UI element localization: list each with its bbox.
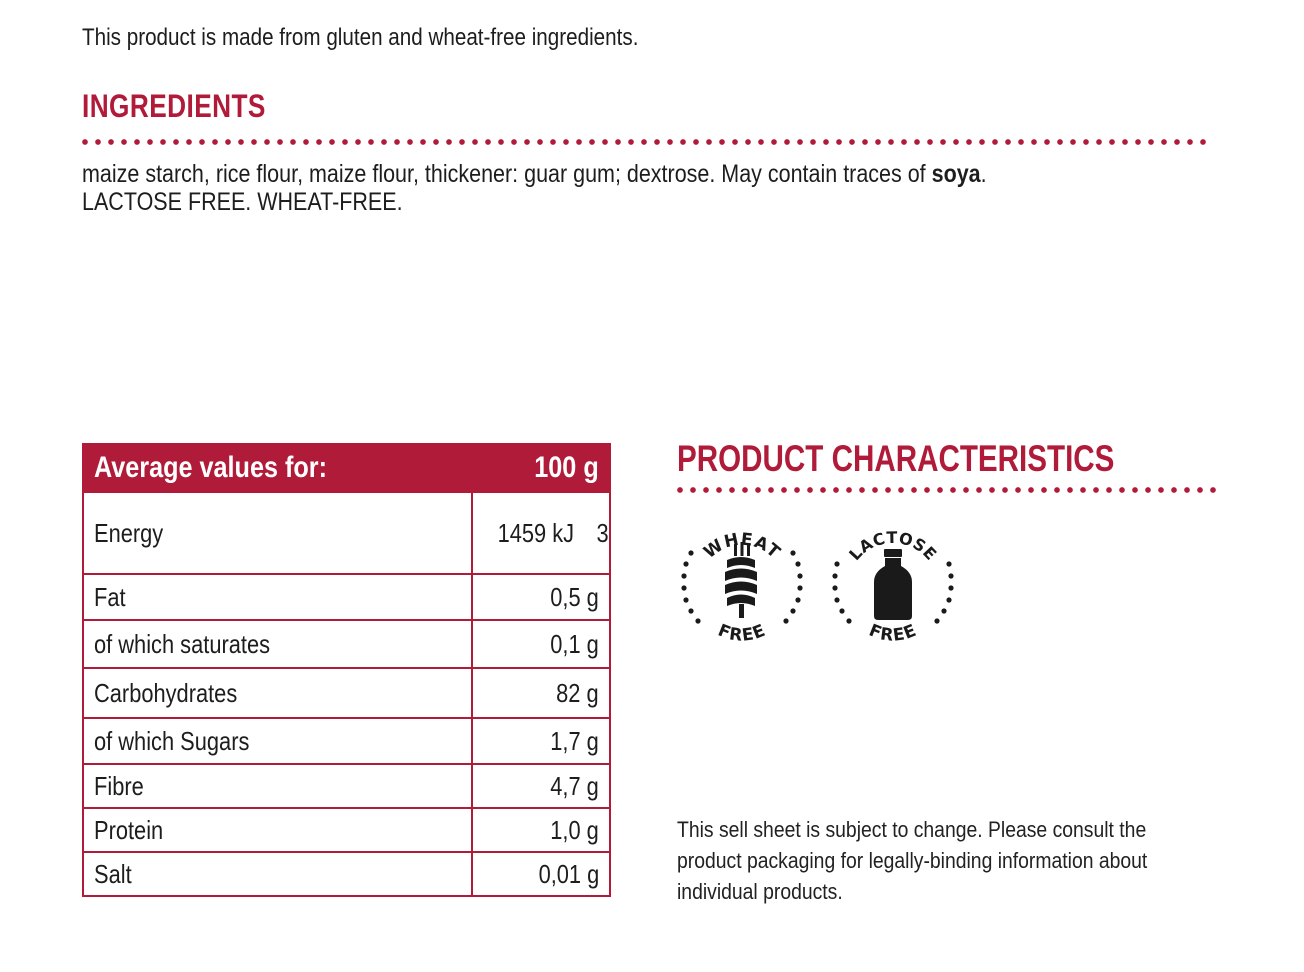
disclaimer-line: product packaging for legally-binding in…	[677, 848, 1148, 873]
disclaimer-line: This sell sheet is subject to change. Pl…	[677, 817, 1147, 842]
nutrient-value: 0,5 g	[471, 573, 611, 621]
ingredients-line-2: LACTOSE FREE. WHEAT-FREE.	[82, 188, 403, 216]
ingredients-period: .	[980, 160, 987, 188]
ingredients-list: maize starch, rice flour, maize flour, t…	[82, 160, 932, 188]
disclaimer-line: individual products.	[677, 879, 843, 904]
table-row: Salt 0,01 g	[82, 851, 611, 897]
ingredients-line-1: maize starch, rice flour, maize flour, t…	[82, 160, 1200, 188]
nutrition-header-value: 100 g	[472, 443, 611, 493]
nutrition-header-label: Average values for:	[82, 443, 472, 493]
nutrient-label: Protein	[82, 807, 473, 853]
nutrient-label: Energy	[82, 491, 473, 575]
table-row: of which saturates 0,1 g	[82, 619, 611, 669]
ingredients-text: maize starch, rice flour, maize flour, t…	[82, 160, 1200, 216]
intro-text: This product is made from gluten and whe…	[82, 24, 639, 51]
nutrient-label: of which saturates	[82, 619, 473, 669]
nutrient-value: 82 g	[471, 667, 611, 719]
nutrient-label: of which Sugars	[82, 717, 473, 765]
badge-bottom-text: FREE	[715, 621, 768, 646]
nutrient-value: 0,01 g	[471, 851, 611, 897]
nutrient-value: 4,7 g	[471, 763, 611, 809]
wheat-icon	[725, 542, 757, 618]
milk-bottle-icon	[874, 549, 912, 620]
nutrient-label: Fibre	[82, 763, 473, 809]
table-row: Fibre 4,7 g	[82, 763, 611, 809]
nutrient-label: Fat	[82, 573, 473, 621]
characteristics-dotted-divider	[677, 487, 1217, 495]
disclaimer-text: This sell sheet is subject to change. Pl…	[677, 814, 1205, 907]
nutrient-value: 1,0 g	[471, 807, 611, 853]
table-row: Protein 1,0 g	[82, 807, 611, 853]
nutrition-table: Average values for: 100 g Energy 1459 kJ…	[82, 443, 611, 897]
table-row: Carbohydrates 82 g	[82, 667, 611, 719]
nutrient-value: 1,7 g	[471, 717, 611, 765]
allergen-highlight: soya	[931, 160, 981, 188]
lactose-free-badge: LACTOSE FREE	[832, 528, 954, 646]
svg-text:FREE: FREE	[715, 621, 769, 646]
table-row: of which Sugars 1,7 g	[82, 717, 611, 765]
wheat-free-badge: WHEAT FREE	[681, 530, 803, 646]
nutrient-label: Carbohydrates	[82, 667, 473, 719]
characteristics-heading: PRODUCT CHARACTERISTICS	[677, 438, 1115, 479]
ingredients-dotted-divider	[82, 139, 1212, 147]
svg-text:FREE: FREE	[866, 621, 920, 646]
nutrient-value: 0,1 g	[471, 619, 611, 669]
nutrition-header-row: Average values for: 100 g	[82, 443, 611, 493]
table-row: Energy 1459 kJ 344 kcal	[82, 491, 611, 575]
nutrient-value: 1459 kJ 344 kcal	[471, 491, 611, 575]
nutrient-label: Salt	[82, 851, 473, 897]
ingredients-heading: INGREDIENTS	[82, 88, 266, 124]
table-row: Fat 0,5 g	[82, 573, 611, 621]
badge-bottom-text: FREE	[866, 621, 919, 646]
